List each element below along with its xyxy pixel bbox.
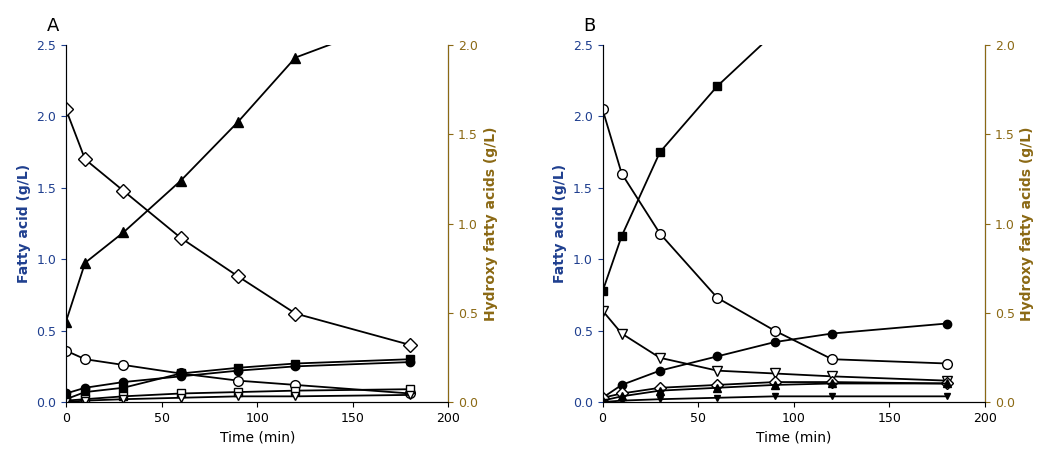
X-axis label: Time (min): Time (min) (756, 430, 831, 444)
Text: B: B (583, 17, 596, 35)
X-axis label: Time (min): Time (min) (220, 430, 295, 444)
Y-axis label: Hydroxy fatty acids (g/L): Hydroxy fatty acids (g/L) (1021, 126, 1034, 321)
Text: A: A (47, 17, 59, 35)
Y-axis label: Fatty acid (g/L): Fatty acid (g/L) (17, 164, 30, 283)
Y-axis label: Fatty acid (g/L): Fatty acid (g/L) (553, 164, 568, 283)
Y-axis label: Hydroxy fatty acids (g/L): Hydroxy fatty acids (g/L) (483, 126, 498, 321)
